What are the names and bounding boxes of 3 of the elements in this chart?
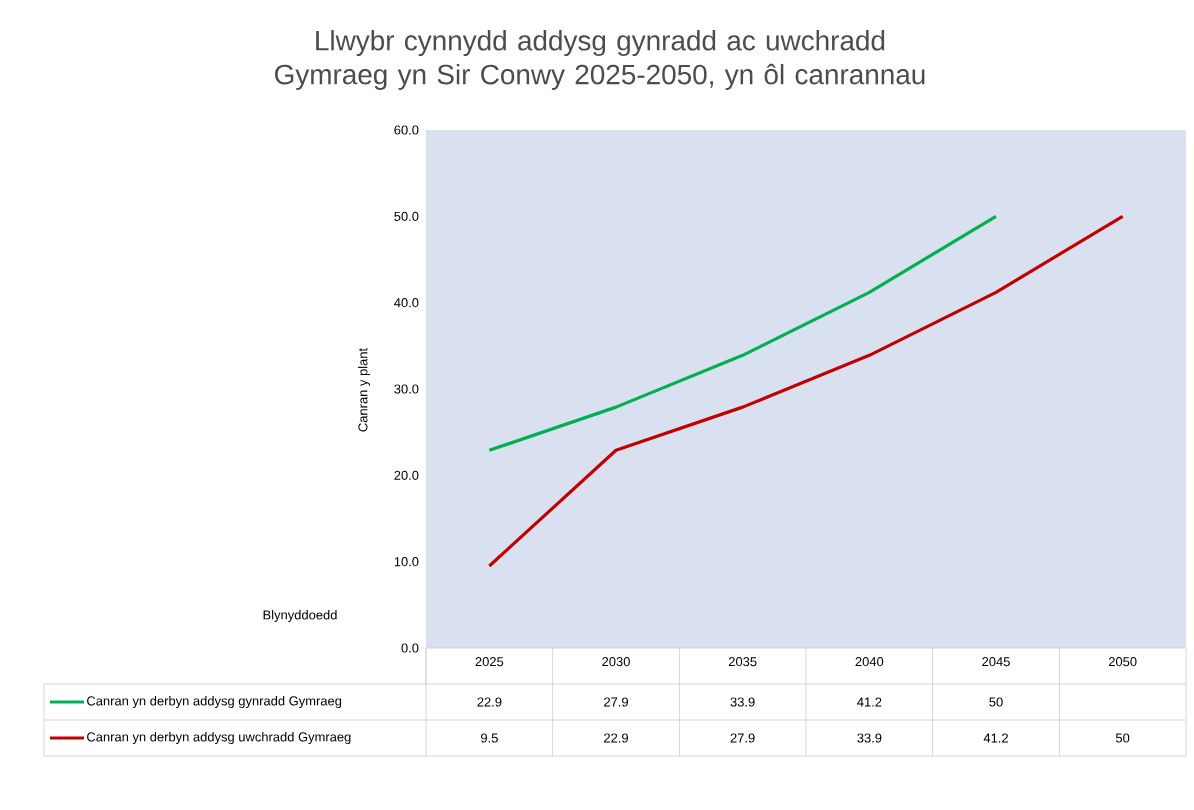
- line-series: [487, 214, 1125, 568]
- chart-title: Llwybr cynnydd addysg gynradd ac uwchradd Gymraeg yn Sir Conwy 2025-2050, yn ôl canrannau: [275, 30, 925, 90]
- line-series: [487, 214, 998, 452]
